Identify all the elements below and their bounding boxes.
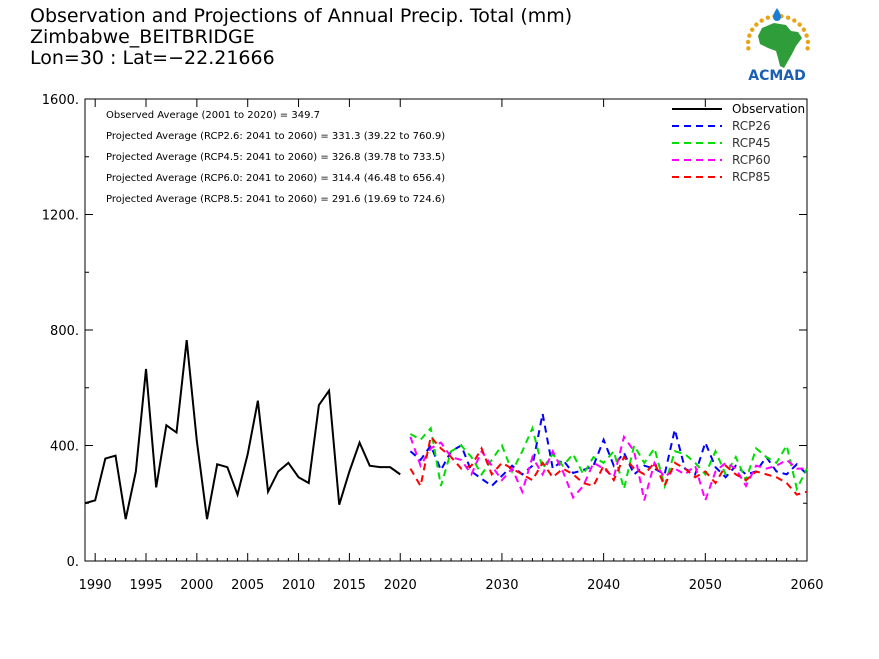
- logo-ray-dot: [805, 46, 810, 51]
- average-notes: Observed Average (2001 to 2020) = 349.7 P…: [106, 110, 445, 205]
- legend-label: RCP60: [732, 153, 771, 167]
- logo-ray-dot: [749, 27, 755, 32]
- y-tick-label: 0.: [67, 555, 79, 570]
- axis-ticks: 0. 400. 800. 1200. 1600. 1990 1995 2000 2005 2010…: [42, 93, 824, 593]
- series-line-rcp85: [409, 434, 808, 496]
- series-layer: [84, 339, 808, 520]
- chart-title: Observation and Projections of Annual Pr…: [30, 5, 573, 27]
- x-tick-label: 1990: [79, 578, 112, 593]
- station-name: Zimbabwe_BEITBRIDGE: [30, 26, 255, 48]
- plot-area: [84, 98, 808, 562]
- logo-ray-dot: [765, 15, 771, 20]
- series-line-rcp60: [409, 434, 807, 504]
- logo-ray-dot: [797, 22, 802, 27]
- legend-label: Observation: [732, 102, 805, 116]
- legend-label: RCP85: [732, 170, 771, 184]
- legend-label: RCP45: [732, 136, 771, 150]
- acmad-logo-graphic: ACMAD: [745, 8, 811, 84]
- average-note: Projected Average (RCP4.5: 2041 to 2060)…: [106, 152, 445, 163]
- africa-shape: [758, 23, 802, 68]
- average-note: Projected Average (RCP6.0: 2041 to 2060)…: [106, 173, 445, 184]
- y-tick-label: 1600.: [42, 93, 79, 108]
- legend-label: RCP26: [732, 119, 771, 133]
- x-tick-label: 2020: [384, 578, 417, 593]
- logo-ray-dot: [805, 39, 811, 45]
- logo-ray-dot: [745, 39, 751, 45]
- series-line-observation: [84, 339, 401, 520]
- x-tick-label: 2030: [485, 578, 518, 593]
- chart-title-block: Observation and Projections of Annual Pr…: [30, 6, 572, 69]
- x-tick-label: 2005: [231, 578, 264, 593]
- y-tick-label: 1200.: [42, 209, 79, 224]
- logo-text: ACMAD: [748, 68, 806, 84]
- x-tick-label: 2060: [790, 578, 823, 593]
- x-tick-label: 2040: [587, 578, 620, 593]
- logo-ray-dot: [747, 33, 752, 38]
- station-coordinates: Lon=30 : Lat=−22.21666: [30, 47, 275, 69]
- water-drop-icon: [773, 8, 781, 21]
- logo-ray-dot: [785, 15, 791, 20]
- logo-ray-dot: [804, 33, 809, 38]
- x-tick-label: 2050: [689, 578, 722, 593]
- x-tick-label: 2000: [180, 578, 213, 593]
- average-note: Projected Average (RCP2.6: 2041 to 2060)…: [106, 131, 445, 142]
- y-tick-label: 400.: [50, 440, 79, 455]
- y-tick-label: 800.: [50, 324, 79, 339]
- average-note: Observed Average (2001 to 2020) = 349.7: [106, 110, 320, 121]
- acmad-logo: ACMAD: [736, 6, 818, 86]
- logo-ray-dot: [746, 46, 751, 51]
- logo-ray-dot: [754, 22, 759, 27]
- legend: Observation RCP26 RCP45 RCP60 RCP85: [672, 102, 805, 184]
- average-note: Projected Average (RCP8.5: 2041 to 2060)…: [106, 194, 445, 205]
- logo-ray-dot: [801, 27, 807, 32]
- x-tick-label: 2015: [333, 578, 366, 593]
- series-line-rcp26: [409, 413, 808, 488]
- logo-ray-dot: [759, 18, 764, 23]
- x-tick-label: 2010: [282, 578, 315, 593]
- x-tick-label: 1995: [129, 578, 162, 593]
- logo-ray-dot: [792, 18, 797, 23]
- series-line-rcp45: [409, 425, 808, 492]
